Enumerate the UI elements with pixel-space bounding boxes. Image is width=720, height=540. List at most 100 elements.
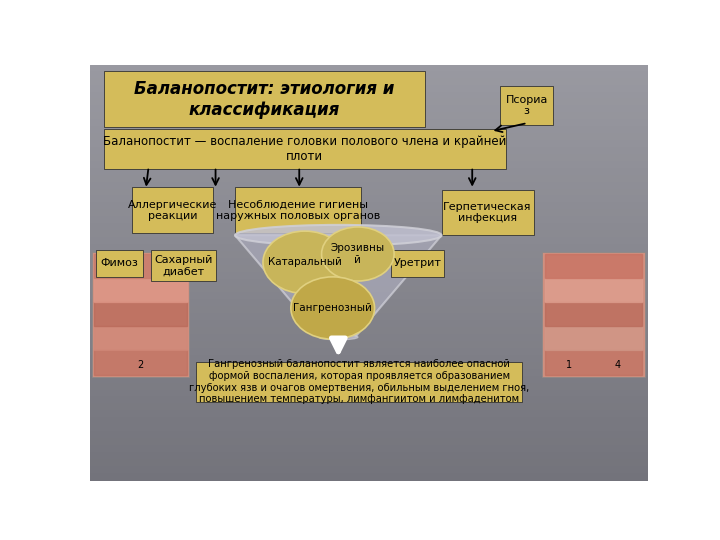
Bar [90, 141, 648, 148]
Bar [90, 259, 648, 266]
FancyBboxPatch shape [151, 250, 215, 281]
Bar [90, 425, 648, 432]
Text: 4: 4 [615, 360, 621, 370]
Text: Псориа
з: Псориа з [505, 94, 548, 116]
Bar [545, 254, 642, 278]
Text: Герпетическая
инфекция: Герпетическая инфекция [444, 201, 532, 223]
Bar [90, 85, 648, 92]
FancyBboxPatch shape [500, 85, 553, 125]
Circle shape [263, 231, 347, 294]
Bar [90, 197, 648, 204]
Text: Баланопостит — воспаление головки полового члена и крайней
плоти: Баланопостит — воспаление головки полово… [103, 135, 506, 163]
Bar [545, 278, 642, 302]
Bar [90, 363, 648, 370]
Bar [94, 278, 186, 302]
Text: 2: 2 [138, 360, 143, 370]
Bar [90, 190, 648, 197]
FancyBboxPatch shape [196, 362, 523, 402]
Ellipse shape [235, 225, 441, 246]
Bar [90, 377, 648, 383]
Ellipse shape [319, 335, 358, 340]
Bar [94, 350, 186, 375]
Bar [90, 404, 648, 411]
Bar [90, 356, 648, 363]
FancyBboxPatch shape [441, 190, 534, 235]
Bar [90, 390, 648, 397]
Bar [90, 432, 648, 439]
Bar [90, 211, 648, 217]
Circle shape [291, 277, 374, 339]
Bar [90, 383, 648, 390]
Bar [90, 155, 648, 162]
Bar [90, 231, 648, 238]
Bar [90, 280, 648, 287]
Bar [90, 99, 648, 106]
Bar [90, 418, 648, 425]
Bar [90, 300, 648, 307]
Bar [90, 370, 648, 377]
Bar [90, 328, 648, 335]
Bar [90, 411, 648, 418]
Text: Катаральный: Катаральный [268, 257, 342, 267]
Bar [90, 92, 648, 99]
Bar [90, 168, 648, 176]
Bar [90, 266, 648, 273]
Circle shape [322, 227, 394, 281]
Bar [90, 106, 648, 113]
Bar [90, 273, 648, 280]
Bar [90, 252, 648, 259]
Bar [90, 314, 648, 321]
Bar [545, 326, 642, 350]
Polygon shape [235, 235, 441, 337]
Bar [90, 460, 648, 467]
Bar [90, 335, 648, 342]
Bar [545, 302, 642, 326]
Bar [90, 238, 648, 245]
Bar [90, 183, 648, 190]
Text: Уретрит: Уретрит [394, 258, 442, 268]
FancyBboxPatch shape [91, 252, 189, 377]
Bar [545, 350, 642, 375]
Bar [90, 162, 648, 168]
Bar [90, 446, 648, 453]
Bar [90, 439, 648, 446]
FancyBboxPatch shape [96, 250, 143, 277]
Text: Фимоз: Фимоз [100, 258, 138, 268]
FancyBboxPatch shape [392, 250, 444, 277]
FancyBboxPatch shape [132, 187, 213, 233]
Text: Гангренозный: Гангренозный [293, 303, 372, 313]
Bar [90, 127, 648, 134]
Text: Аллергические
реакции: Аллергические реакции [127, 199, 217, 221]
Bar [90, 204, 648, 210]
Text: 1: 1 [566, 360, 572, 370]
Bar [90, 287, 648, 294]
Text: Баланопостит: этиология и
классификация: Баланопостит: этиология и классификация [134, 80, 395, 118]
Bar [94, 326, 186, 350]
Bar [90, 113, 648, 120]
Bar [90, 349, 648, 356]
Bar [90, 453, 648, 460]
Bar [90, 342, 648, 349]
Bar [90, 294, 648, 300]
Bar [90, 134, 648, 141]
Bar [90, 120, 648, 127]
Bar [94, 254, 186, 278]
Bar [90, 176, 648, 183]
Bar [90, 217, 648, 224]
Bar [90, 474, 648, 481]
FancyBboxPatch shape [542, 252, 645, 377]
Text: Эрозивны
й: Эрозивны й [330, 243, 385, 265]
Text: Гангренозный баланопостит является наиболее опасной
формой воспаления, которая п: Гангренозный баланопостит является наибо… [189, 360, 529, 404]
FancyBboxPatch shape [104, 129, 505, 168]
Bar [90, 224, 648, 231]
FancyBboxPatch shape [235, 187, 361, 233]
Bar [90, 245, 648, 252]
Bar [90, 307, 648, 314]
FancyBboxPatch shape [104, 71, 425, 127]
Bar [90, 65, 648, 72]
Text: Сахарный
диабет: Сахарный диабет [154, 255, 212, 276]
Bar [90, 148, 648, 155]
Text: Несоблюдение гигиены
наружных половых органов: Несоблюдение гигиены наружных половых ор… [216, 199, 380, 221]
Bar [90, 72, 648, 79]
Bar [90, 467, 648, 474]
